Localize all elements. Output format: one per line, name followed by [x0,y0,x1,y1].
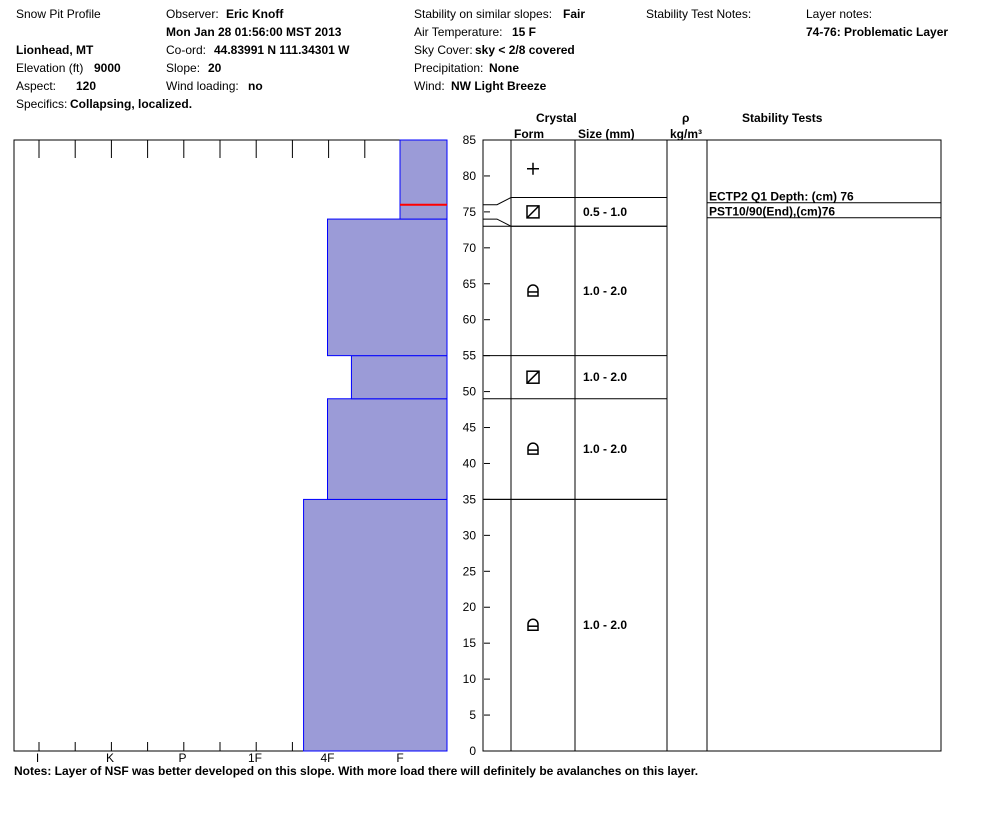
precip-label: Precipitation: [414,61,484,75]
observer-label: Observer: [166,7,219,21]
stability-tests-header: Stability Tests [742,111,823,125]
sky-cover-value: sky < 2/8 covered [475,43,575,57]
layer-boundary [483,197,667,206]
depth-tick-label: 25 [463,564,477,578]
hardness-bar [399,139,448,220]
hardness-bar [327,218,448,357]
depth-tick-label: 15 [463,636,477,650]
faceted-crystal-icon [526,205,540,219]
depth-tick-label: 10 [463,672,477,686]
wind-label: Wind: [414,79,445,93]
depth-tick-label: 50 [463,385,477,399]
faceted-crystal-icon [526,205,540,219]
faceted-crystal-icon [526,370,540,384]
grain-size-label: 1.0 - 2.0 [583,370,627,384]
size-header: Size (mm) [578,127,635,141]
depth-tick-label: 35 [463,492,477,506]
faceted-crystal-icon [526,370,540,384]
density-unit-header: kg/m³ [670,127,703,141]
hardness-tick-label: P [178,751,186,765]
wind-loading-value: no [248,79,263,93]
depth-tick-label: 40 [463,456,477,470]
depth-tick-label: 5 [469,708,476,722]
depth-tick-label: 75 [463,205,477,219]
hardness-tick-label: F [396,751,403,765]
hardness-bar [303,498,448,752]
stability-notes-label: Stability Test Notes: [646,7,752,21]
precip-value: None [489,61,519,75]
air-temp-value: 15 F [512,25,537,39]
aspect-value: 120 [76,79,97,93]
layer-notes-value: 74-76: Problematic Layer [806,25,949,39]
hardness-bar [327,398,448,500]
rho-header: ρ [682,111,690,125]
stability-test-label: ECTP2 Q1 Depth: (cm) 76 [709,190,854,204]
faceted-rounded-crystal-icon [527,284,539,297]
sky-cover-label: Sky Cover: [414,43,473,57]
slope-value: 20 [208,61,222,75]
location: Lionhead, MT [16,43,94,57]
depth-tick-label: 60 [463,313,477,327]
stability-value: Fair [563,7,586,21]
coord-label: Co-ord: [166,43,207,57]
depth-tick-label: 85 [463,133,477,147]
elevation-value: 9000 [94,61,121,75]
observer-value: Eric Knoff [226,7,284,21]
hardness-tick-label: I [36,751,39,765]
grain-size-label: 1.0 - 2.0 [583,442,627,456]
air-temp-label: Air Temperature: [414,25,503,39]
depth-tick-label: 55 [463,349,477,363]
notes: Notes: Layer of NSF was better developed… [14,764,699,778]
depth-tick-label: 65 [463,277,477,291]
grain-size-label: 1.0 - 2.0 [583,618,627,632]
hardness-tick-label: 1F [248,751,262,765]
observation-datetime: Mon Jan 28 01:56:00 MST 2013 [166,25,342,39]
layers-frame [482,139,942,752]
crystal-header: Crystal [536,111,577,125]
grain-size-label: 0.5 - 1.0 [583,205,627,219]
depth-tick-label: 70 [463,241,477,255]
depth-tick-label: 45 [463,421,477,435]
hardness-tick-label: K [106,751,114,765]
layer-boundary [483,218,667,227]
specifics-value: Collapsing, localized. [70,97,193,111]
elevation-label: Elevation (ft) [16,61,84,75]
stability-test-label: PST10/90(End),(cm)76 [709,205,835,219]
stability-label: Stability on similar slopes: [414,7,553,21]
depth-tick-label: 80 [463,169,477,183]
specifics-label: Specifics: [16,97,68,111]
wind-value: NW Light Breeze [451,79,547,93]
hardness-bar [350,355,448,400]
depth-tick-label: 30 [463,528,477,542]
form-header: Form [514,127,544,141]
depth-tick-label: 0 [469,744,476,758]
hardness-tick-label: 4F [320,751,334,765]
faceted-rounded-crystal-icon [527,442,539,455]
grain-size-label: 1.0 - 2.0 [583,284,627,298]
slope-label: Slope: [166,61,201,75]
depth-tick-label: 20 [463,600,477,614]
wind-loading-label: Wind loading: [166,79,239,93]
aspect-label: Aspect: [16,79,57,93]
profile-title: Snow Pit Profile [16,7,101,21]
faceted-rounded-crystal-icon [527,618,539,631]
coord-value: 44.83991 N 111.34301 W [214,43,350,57]
layer-notes-label: Layer notes: [806,7,873,21]
